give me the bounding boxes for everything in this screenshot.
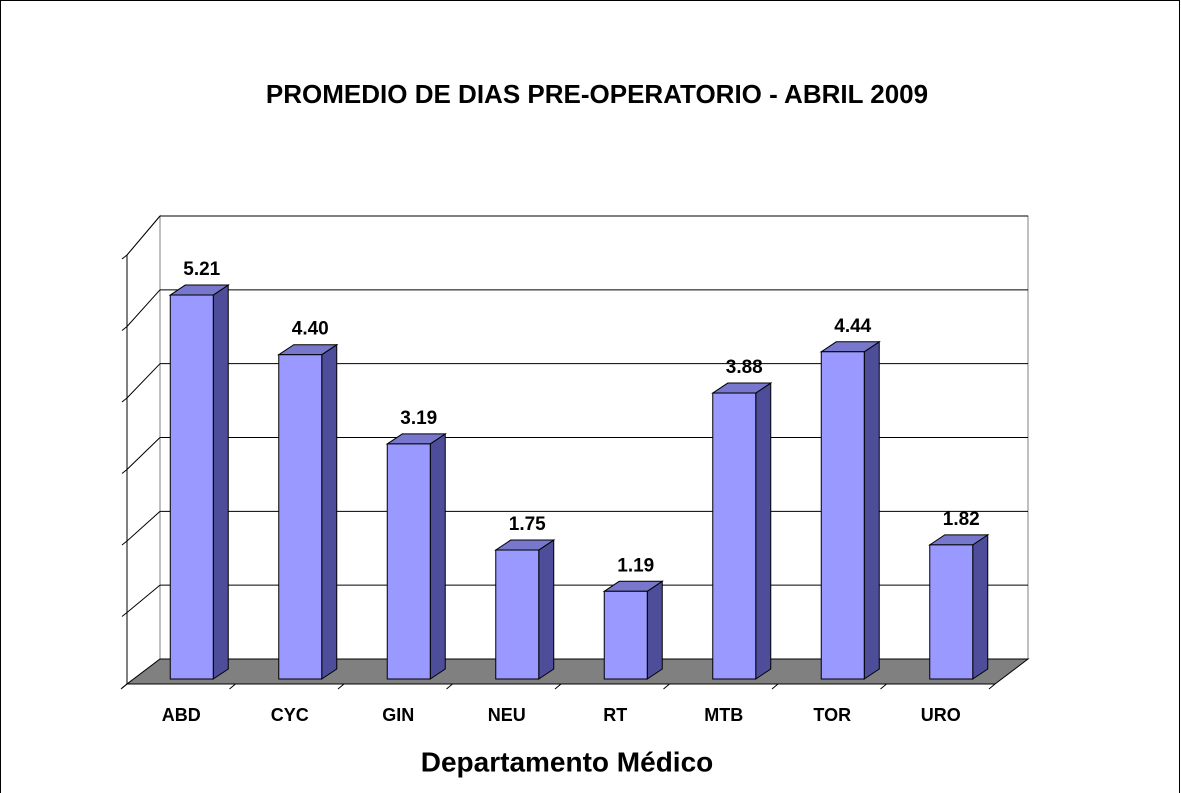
data-label: 4.40 bbox=[292, 319, 329, 340]
data-label: 3.19 bbox=[400, 408, 437, 429]
x-tick bbox=[337, 683, 345, 690]
floor bbox=[125, 658, 1030, 685]
data-label: 3.88 bbox=[726, 357, 763, 378]
x-tick-label: CYC bbox=[271, 705, 309, 725]
x-axis-label: Departamento Médico bbox=[421, 746, 714, 777]
x-tick-label: NEU bbox=[488, 705, 526, 725]
grid-line bbox=[126, 289, 161, 327]
bar-side bbox=[646, 580, 663, 680]
x-tick-label: TOR bbox=[813, 705, 851, 725]
data-label: 1.82 bbox=[943, 509, 980, 530]
y-tick bbox=[121, 540, 128, 546]
bar bbox=[712, 392, 757, 680]
bar-side bbox=[212, 284, 229, 680]
x-tick bbox=[554, 683, 562, 690]
data-label: 1.75 bbox=[509, 514, 546, 535]
bar-side bbox=[972, 533, 989, 680]
x-tick bbox=[988, 683, 996, 690]
x-tick bbox=[120, 683, 128, 690]
bar-side bbox=[755, 382, 772, 680]
grid-line bbox=[126, 215, 161, 256]
side-wall bbox=[126, 214, 161, 686]
bar bbox=[386, 443, 431, 680]
data-label: 5.21 bbox=[183, 259, 220, 280]
bar-side bbox=[321, 343, 338, 680]
bar bbox=[820, 351, 865, 680]
grid-line bbox=[126, 437, 161, 470]
y-tick bbox=[121, 254, 128, 260]
x-tick bbox=[771, 683, 779, 690]
data-label: 4.44 bbox=[834, 316, 871, 337]
bar bbox=[929, 544, 974, 680]
bar-side bbox=[538, 539, 555, 680]
bar bbox=[495, 549, 540, 680]
y-tick bbox=[121, 397, 128, 403]
x-tick bbox=[880, 683, 887, 690]
grid-line bbox=[126, 584, 161, 613]
x-tick-label: GIN bbox=[382, 705, 414, 725]
bar-side bbox=[863, 340, 880, 680]
grid-line bbox=[126, 363, 161, 399]
bar bbox=[278, 354, 323, 680]
y-tick bbox=[121, 326, 128, 331]
chart-title: PROMEDIO DE DIAS PRE-OPERATORIO - ABRIL … bbox=[266, 79, 928, 109]
x-tick bbox=[663, 683, 670, 690]
bar-side bbox=[429, 432, 446, 680]
x-tick-label: RT bbox=[603, 705, 627, 725]
x-tick bbox=[229, 683, 236, 690]
x-tick bbox=[446, 683, 453, 690]
bar bbox=[169, 294, 214, 680]
y-tick bbox=[121, 469, 128, 474]
data-label: 1.19 bbox=[617, 555, 654, 576]
x-tick-label: URO bbox=[921, 705, 961, 725]
bar bbox=[603, 590, 648, 680]
grid-line bbox=[126, 510, 161, 542]
x-tick-label: MTB bbox=[704, 705, 743, 725]
x-tick-label: ABD bbox=[162, 705, 201, 725]
y-tick bbox=[121, 612, 128, 617]
